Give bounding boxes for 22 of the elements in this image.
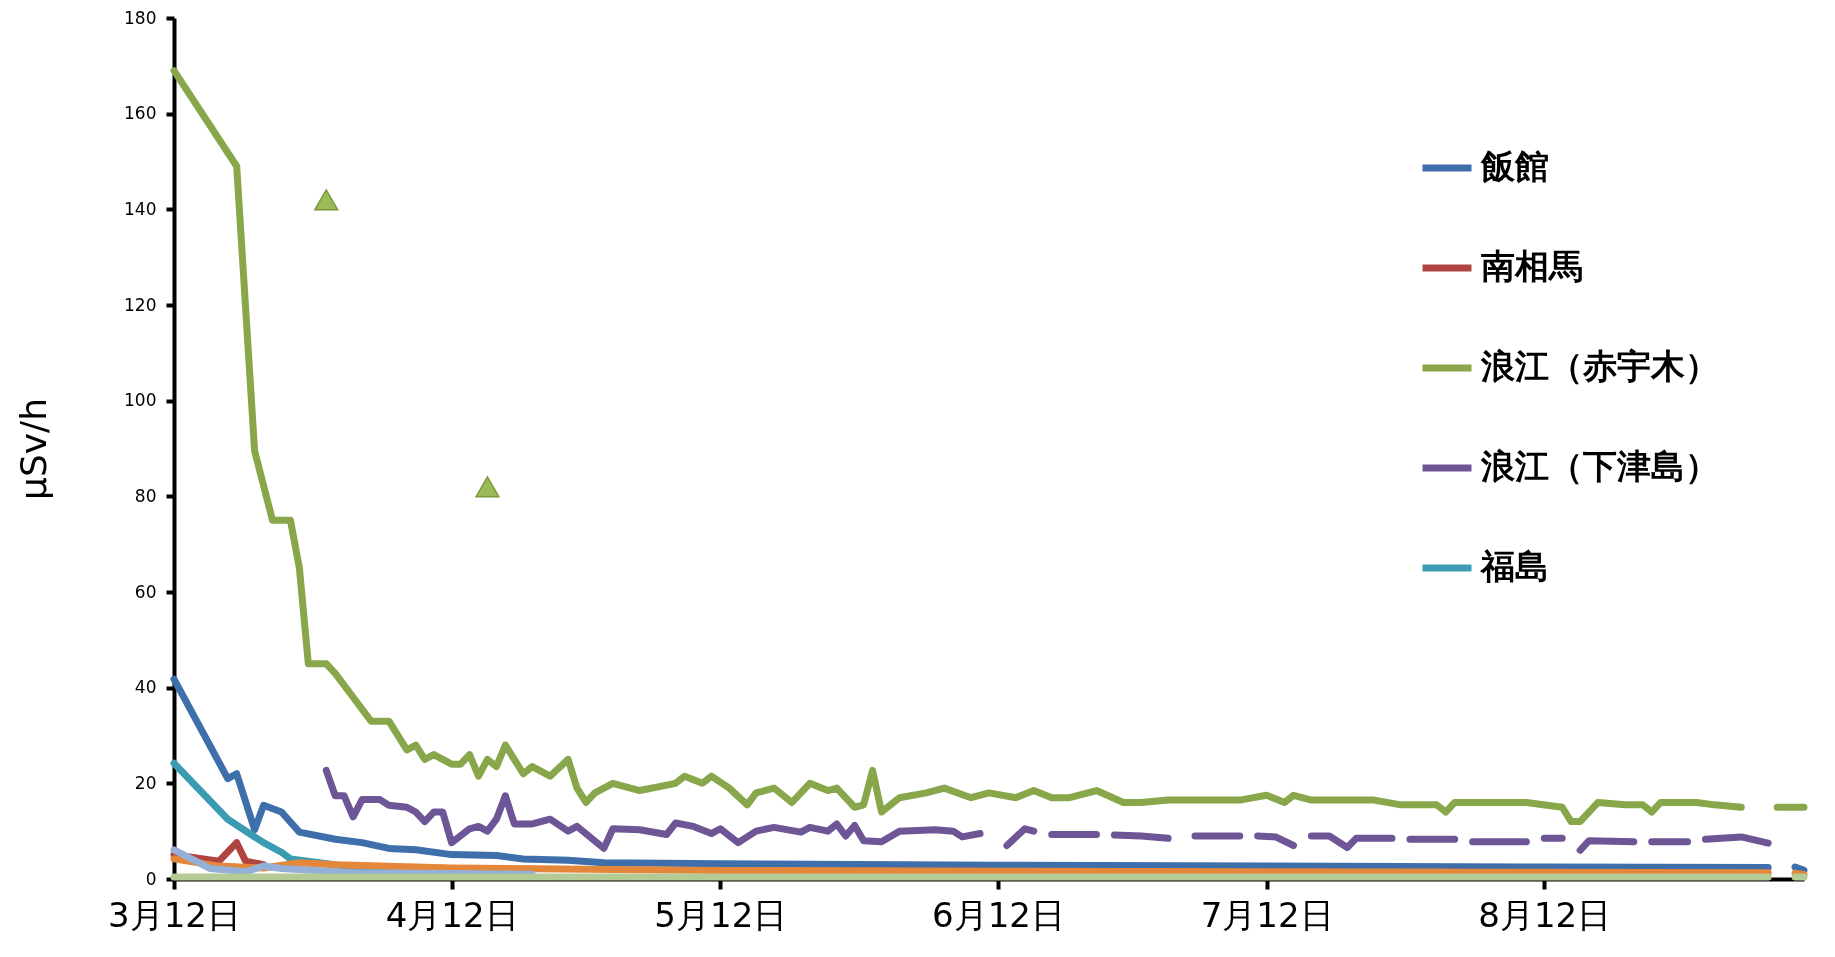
y-tick-label: 180	[124, 7, 157, 28]
y-tick-label: 20	[134, 772, 157, 793]
legend-label: 浪江（下津島）	[1480, 446, 1719, 486]
x-tick-label: 8月12日	[1478, 894, 1612, 935]
y-tick-label: 120	[124, 294, 157, 315]
y-tick-label: 100	[124, 390, 157, 411]
legend-label: 南相馬	[1481, 246, 1583, 286]
x-tick-label: 5月12日	[654, 894, 788, 935]
y-tick-label: 40	[134, 677, 157, 698]
y-tick-label: 140	[124, 198, 157, 219]
y-tick-label: 0	[145, 868, 157, 889]
x-tick-label: 4月12日	[385, 894, 519, 935]
y-tick-label: 160	[124, 103, 157, 124]
y-tick-label: 60	[134, 581, 157, 602]
legend-label: 飯館	[1480, 146, 1549, 186]
x-tick-label: 7月12日	[1200, 894, 1334, 935]
legend-label: 福島	[1479, 546, 1549, 586]
y-axis-title: µSv/h	[13, 397, 55, 501]
y-tick-label: 80	[134, 485, 157, 506]
x-tick-label: 6月12日	[932, 894, 1065, 935]
x-tick-label: 3月12日	[108, 894, 241, 935]
legend-label: 浪江（赤宇木）	[1480, 346, 1719, 386]
